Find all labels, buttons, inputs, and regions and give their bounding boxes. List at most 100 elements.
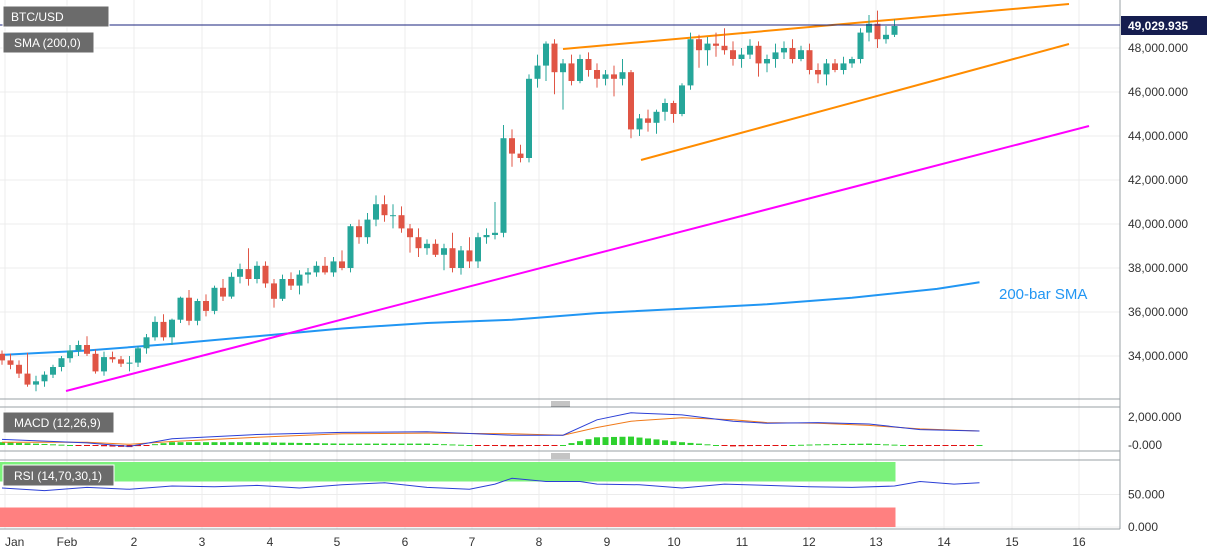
candle-body xyxy=(109,357,116,360)
candle xyxy=(390,204,396,229)
candle-body xyxy=(322,265,328,273)
symbol-legend[interactable]: BTC/USD xyxy=(2,5,110,28)
candle xyxy=(67,345,73,363)
sma-legend[interactable]: SMA (200,0) xyxy=(2,31,95,54)
macd-hist-bar xyxy=(92,445,99,446)
candle xyxy=(152,316,158,341)
candle-body xyxy=(228,276,235,297)
macd-hist-bar xyxy=(364,443,371,445)
candle xyxy=(160,314,167,341)
candle-body xyxy=(653,111,660,123)
y-tick-label: 40,000.000 xyxy=(1128,217,1188,231)
candle xyxy=(92,349,99,374)
macd-legend[interactable]: MACD (12,26,9) xyxy=(2,411,115,434)
macd-hist-bar xyxy=(466,445,473,446)
macd-hist-bar xyxy=(441,444,447,446)
candle xyxy=(551,39,558,95)
candle xyxy=(364,213,371,244)
macd-hist-bar xyxy=(925,445,932,446)
candle xyxy=(220,279,226,301)
candle xyxy=(798,45,804,62)
candle xyxy=(594,63,600,88)
macd-hist-bar xyxy=(322,443,328,445)
macd-hist-bar xyxy=(526,445,532,446)
candle-body xyxy=(849,59,855,64)
macd-hist-bar xyxy=(713,445,719,446)
candle xyxy=(458,246,464,275)
candle xyxy=(109,351,116,363)
macd-hist-bar xyxy=(951,445,957,446)
macd-hist-bar xyxy=(653,439,660,445)
candle-body xyxy=(398,215,405,229)
macd-hist-bar xyxy=(177,442,184,445)
macd-hist-bar xyxy=(492,445,498,446)
candle-body xyxy=(679,85,685,114)
macd-hist-bar xyxy=(288,442,294,445)
candle xyxy=(500,125,507,238)
candle-body xyxy=(92,353,99,372)
candle-body xyxy=(874,23,881,40)
macd-hist-bar xyxy=(313,443,320,445)
candle xyxy=(466,237,473,268)
candle xyxy=(679,83,685,117)
macd-hist-bar xyxy=(186,442,192,445)
candle-body xyxy=(730,50,736,59)
macd-hist-bar xyxy=(50,444,56,446)
candle-body xyxy=(449,248,456,268)
candle xyxy=(194,298,201,326)
macd-hist-bar xyxy=(585,439,592,445)
macd-hist-bar xyxy=(679,442,685,445)
macd-hist-bar xyxy=(611,436,617,445)
candle xyxy=(24,352,31,387)
macd-hist-bar xyxy=(373,443,379,445)
macd-hist-bar xyxy=(169,442,175,445)
candle xyxy=(347,224,354,273)
candle-body xyxy=(891,26,898,35)
macd-hist-bar xyxy=(628,436,634,445)
candle-body xyxy=(41,374,48,382)
x-tick-label: 12 xyxy=(802,535,816,549)
macd-hist-bar xyxy=(594,437,600,445)
macd-hist-bar xyxy=(908,445,915,446)
macd-hist-bar xyxy=(619,436,626,445)
macd-hist-bar xyxy=(781,445,787,446)
candle xyxy=(840,56,847,75)
axes xyxy=(0,0,1121,530)
y-tick-label: 34,000.000 xyxy=(1128,349,1188,363)
candle-body xyxy=(483,235,490,238)
candle xyxy=(602,70,609,86)
candle-body xyxy=(594,70,600,79)
candle xyxy=(424,239,430,255)
macd-hist-bar xyxy=(203,442,209,445)
pane-resize-handle[interactable] xyxy=(551,401,570,407)
macd-hist-bar xyxy=(662,440,668,445)
candle xyxy=(755,41,762,77)
rsi-zones xyxy=(0,462,896,527)
candle-body xyxy=(7,360,14,365)
rsi-line xyxy=(1,477,980,492)
candle xyxy=(16,360,22,378)
macd-hist-bar xyxy=(237,442,243,445)
macd-hist-bar xyxy=(296,442,303,445)
macd-hist-bar xyxy=(806,444,813,446)
candle-body xyxy=(177,297,184,320)
pane-resize-handle[interactable] xyxy=(551,453,570,459)
candle-body xyxy=(619,72,626,79)
rsi-tick-label: 50.000 xyxy=(1128,488,1165,502)
macd-hist-bar xyxy=(832,444,838,446)
candle xyxy=(636,114,643,136)
macd-hist-bar xyxy=(0,442,5,445)
x-tick-label: Jan xyxy=(5,535,24,549)
candle xyxy=(874,10,881,48)
macd-hist-bar xyxy=(730,445,736,447)
candle xyxy=(75,340,82,356)
oversold-zone xyxy=(0,507,896,527)
candle-body xyxy=(789,48,796,59)
candle-body xyxy=(220,287,226,297)
candle xyxy=(330,257,337,277)
macd-hist-bar xyxy=(143,445,150,446)
candle xyxy=(58,356,65,372)
macd-hist-bar xyxy=(755,445,762,446)
macd-hist-bar xyxy=(704,444,711,446)
rsi-legend[interactable]: RSI (14,70,30,1) xyxy=(2,464,115,487)
